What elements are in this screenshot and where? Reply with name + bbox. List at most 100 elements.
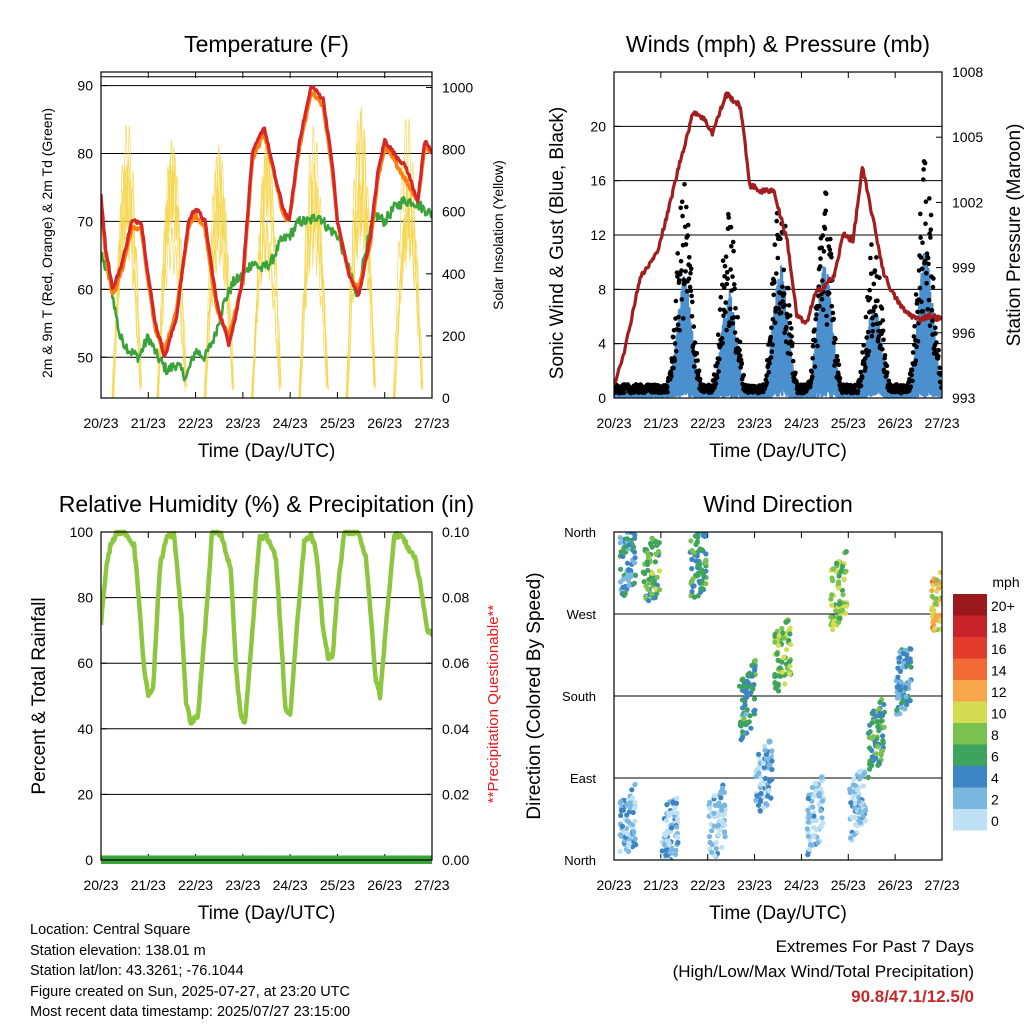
gust-point — [724, 281, 730, 287]
direction-point — [762, 743, 768, 749]
gust-point — [933, 331, 938, 336]
gust-point — [673, 298, 679, 304]
legend-swatch — [953, 637, 987, 659]
gust-point — [731, 248, 736, 254]
gust-point — [688, 288, 694, 294]
direction-point — [646, 576, 652, 582]
gust-point — [911, 334, 917, 339]
legend-swatch — [953, 680, 987, 702]
direction-point — [900, 698, 906, 704]
y2-tick-label: 200 — [442, 328, 466, 344]
y2-axis-label: **Precipitation Questionable** — [485, 605, 502, 804]
direction-point — [743, 690, 749, 696]
direction-point — [850, 782, 856, 788]
gust-point — [865, 329, 871, 335]
x-tick-label: 25/23 — [831, 415, 866, 431]
direction-point — [781, 635, 787, 641]
gust-point — [770, 342, 775, 348]
direction-point — [753, 774, 759, 780]
solar-insolation-line — [347, 173, 377, 398]
direction-point — [654, 574, 660, 580]
direction-point — [843, 549, 849, 555]
direction-point — [721, 811, 727, 818]
y2-tick-label: 0.02 — [442, 786, 469, 802]
gust-point — [774, 218, 779, 224]
direction-point — [773, 685, 779, 691]
legend-swatch — [953, 658, 987, 680]
direction-point — [768, 795, 774, 801]
y-tick-label: North — [564, 525, 596, 540]
direction-point — [693, 572, 699, 578]
plot-area — [101, 85, 432, 398]
gust-point — [923, 199, 929, 204]
direction-point — [762, 747, 768, 753]
gust-point — [732, 330, 738, 335]
direction-point — [834, 560, 840, 567]
direction-point — [625, 848, 632, 855]
gust-point — [688, 270, 693, 276]
gust-point — [823, 208, 829, 214]
gust-point — [766, 369, 772, 375]
direction-point — [862, 818, 869, 824]
gust-point — [786, 285, 791, 291]
x-tick-label: 20/23 — [83, 415, 118, 431]
gust-point — [730, 274, 735, 279]
gust-point — [928, 235, 933, 240]
direction-point — [758, 781, 764, 788]
direction-point — [836, 619, 842, 625]
gust-point — [729, 244, 734, 249]
direction-point — [787, 631, 793, 637]
direction-point — [860, 813, 866, 819]
direction-point — [660, 857, 666, 860]
direction-point — [878, 718, 885, 724]
direction-point — [712, 853, 718, 859]
direction-point — [628, 532, 634, 535]
direction-point — [786, 671, 793, 677]
direction-point — [769, 758, 775, 764]
station-info: Location: Central Square Station elevati… — [30, 920, 350, 1023]
gust-point — [690, 299, 695, 305]
direction-point — [711, 810, 717, 816]
gust-point — [691, 364, 697, 369]
direction-point — [830, 566, 836, 572]
gust-point — [925, 255, 931, 261]
plot-area — [614, 91, 942, 398]
gust-point — [718, 294, 724, 300]
gust-point — [735, 314, 740, 320]
gust-point — [866, 349, 872, 354]
gust-point — [769, 325, 774, 331]
direction-point — [779, 625, 785, 632]
direction-point — [862, 770, 868, 776]
gust-point — [621, 390, 627, 396]
direction-point — [644, 550, 650, 556]
gust-point — [868, 255, 873, 261]
legend-label: 6 — [991, 749, 999, 765]
y-tick-label: 20 — [590, 118, 606, 134]
direction-point — [618, 812, 624, 819]
gust-point — [928, 227, 934, 232]
direction-point — [843, 610, 849, 616]
direction-point — [673, 800, 680, 806]
station-location: Location: Central Square — [30, 922, 191, 938]
y2-tick-label: 600 — [442, 204, 466, 220]
direction-point — [652, 559, 659, 565]
solar-insolation-line — [346, 111, 376, 398]
direction-point — [654, 591, 660, 597]
direction-point — [942, 600, 947, 605]
gust-point — [715, 360, 720, 366]
speed-legend: mph 20+ 18 16 14 12 10 8 6 4 2 0 — [953, 574, 1020, 831]
gust-point — [912, 362, 918, 367]
direction-point — [857, 808, 863, 815]
direction-point — [869, 720, 875, 726]
direction-point — [691, 550, 697, 556]
solar-insolation-line — [298, 215, 327, 398]
gust-point — [877, 275, 882, 281]
y-tick-label: East — [570, 771, 596, 786]
direction-point — [929, 588, 935, 594]
gust-point — [920, 240, 925, 245]
plot-frame — [100, 531, 433, 861]
direction-point — [944, 564, 949, 569]
direction-point — [664, 802, 670, 808]
gust-point — [870, 329, 875, 334]
gust-point — [924, 281, 929, 286]
